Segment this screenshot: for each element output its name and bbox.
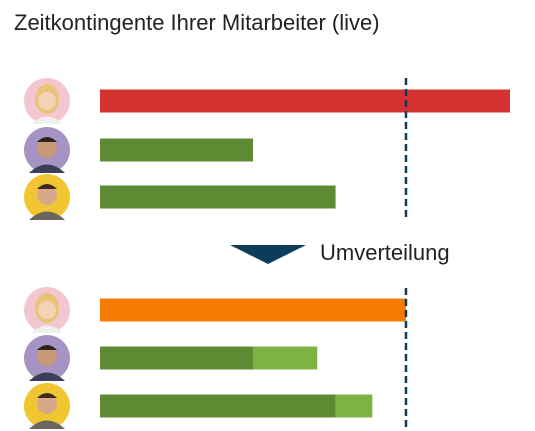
avatar: [24, 287, 70, 333]
bar: [335, 394, 373, 418]
bar: [100, 394, 336, 418]
avatar: [24, 174, 70, 220]
bar: [100, 138, 253, 162]
avatar: [24, 127, 70, 173]
title: Zeitkontingente Ihrer Mitarbeiter (live): [14, 10, 380, 35]
bar: [100, 89, 510, 113]
bar: [252, 346, 318, 370]
bar: [100, 185, 336, 209]
avatar: [24, 335, 70, 381]
arrow: [230, 245, 306, 264]
avatar: [24, 383, 70, 429]
bar: [100, 346, 253, 370]
annotation: Umverteilung: [320, 240, 450, 265]
bar: [100, 298, 406, 322]
avatar: [24, 78, 70, 124]
